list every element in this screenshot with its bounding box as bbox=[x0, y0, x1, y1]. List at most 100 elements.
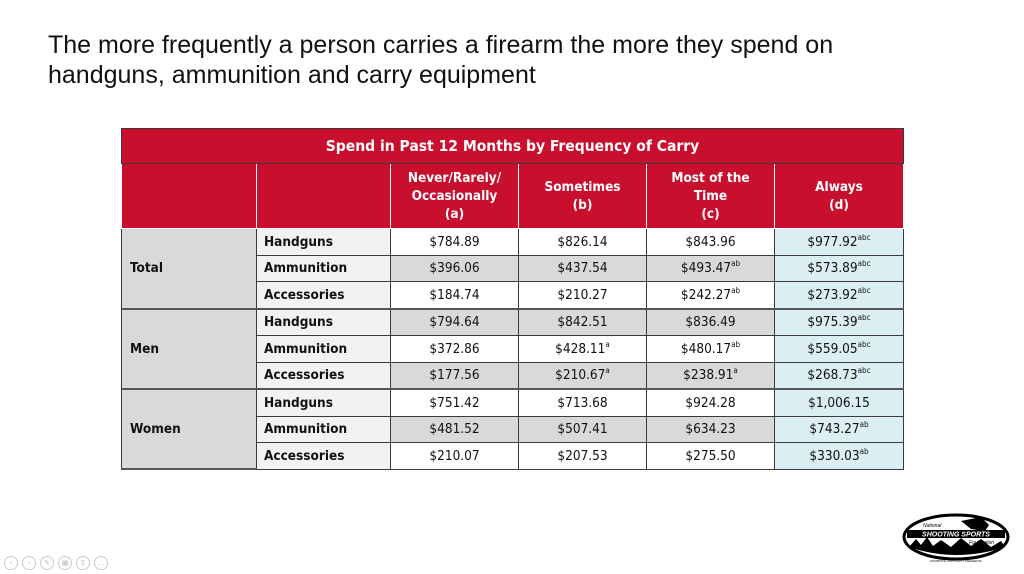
value: $977.92 bbox=[807, 233, 858, 250]
column-header-line: Most of the bbox=[671, 170, 750, 186]
value: $273.92 bbox=[807, 286, 858, 303]
row-label: Accessories bbox=[256, 361, 391, 390]
table-caption: Spend in Past 12 Months by Frequency of … bbox=[121, 128, 904, 164]
value-cell: $977.92abc bbox=[774, 228, 904, 256]
value: $437.54 bbox=[557, 260, 608, 277]
value: $210.67 bbox=[555, 367, 606, 384]
value-cell: $428.11a bbox=[518, 335, 647, 363]
column-header-line: (c) bbox=[701, 206, 720, 222]
value-cell: $437.54 bbox=[518, 254, 647, 282]
value: $826.14 bbox=[557, 233, 608, 250]
zoom-icon[interactable]: ⚲ bbox=[76, 556, 90, 570]
column-header-line: (b) bbox=[572, 197, 593, 213]
significance-marker: ab bbox=[859, 446, 869, 456]
value-cell: $481.52 bbox=[390, 415, 519, 443]
value: $507.41 bbox=[557, 421, 608, 438]
empty-header bbox=[256, 163, 391, 229]
group-label: Men bbox=[121, 308, 257, 390]
value: $842.51 bbox=[557, 314, 608, 331]
significance-marker: abc bbox=[857, 313, 871, 323]
value-cell: $1,006.15 bbox=[774, 388, 904, 417]
svg-text:National: National bbox=[923, 523, 942, 529]
value: $275.50 bbox=[685, 447, 736, 464]
significance-marker: abc bbox=[857, 232, 871, 242]
value: $481.52 bbox=[429, 421, 480, 438]
value: $177.56 bbox=[429, 367, 480, 384]
value-cell: $177.56 bbox=[390, 361, 519, 390]
value-cell: $507.41 bbox=[518, 415, 647, 443]
row-label: Ammunition bbox=[256, 335, 391, 363]
value-cell: $559.05abc bbox=[774, 335, 904, 363]
more-icon[interactable]: … bbox=[94, 556, 108, 570]
value: $493.47 bbox=[680, 260, 732, 277]
value: $975.39 bbox=[807, 314, 858, 331]
column-header: Sometimes (b) bbox=[518, 163, 647, 229]
value: $751.42 bbox=[429, 394, 480, 411]
empty-header bbox=[121, 163, 257, 229]
column-header-line: Sometimes bbox=[544, 179, 621, 195]
value: $573.89 bbox=[807, 260, 858, 277]
value: $330.03 bbox=[809, 447, 860, 464]
value-cell: $184.74 bbox=[390, 281, 519, 310]
value-cell: $843.96 bbox=[646, 228, 775, 256]
significance-marker: a bbox=[733, 366, 738, 376]
value: $242.27 bbox=[680, 286, 732, 303]
significance-marker: ab bbox=[859, 420, 869, 430]
pen-icon[interactable]: ✎ bbox=[40, 556, 54, 570]
value-cell: $751.42 bbox=[390, 388, 519, 417]
column-header-line: Time bbox=[693, 188, 728, 204]
value-cell: $372.86 bbox=[390, 335, 519, 363]
value: $713.68 bbox=[557, 394, 608, 411]
row-label: Handguns bbox=[256, 388, 391, 417]
column-header: Always (d) bbox=[774, 163, 904, 229]
value-cell: $975.39abc bbox=[774, 308, 904, 336]
value-cell: $826.14 bbox=[518, 228, 647, 256]
value: $207.53 bbox=[557, 447, 608, 464]
table-row: Accessories $177.56 $210.67a $238.91a $268.7… bbox=[122, 361, 904, 390]
value: $210.07 bbox=[429, 447, 480, 464]
previous-icon[interactable]: ‹ bbox=[4, 556, 18, 570]
value: $794.64 bbox=[429, 314, 480, 331]
value: $743.27 bbox=[809, 421, 860, 438]
value-cell: $238.91a bbox=[646, 361, 775, 390]
value-cell: $493.47ab bbox=[646, 254, 775, 282]
value-cell: $784.89 bbox=[390, 228, 519, 256]
group-label: Women bbox=[121, 388, 257, 470]
column-header-line: (a) bbox=[444, 206, 465, 222]
value: $268.73 bbox=[807, 367, 858, 384]
value: $238.91 bbox=[683, 367, 734, 384]
value: $634.23 bbox=[685, 421, 736, 438]
value-cell: $273.92abc bbox=[774, 281, 904, 310]
table-row: Women Handguns $751.42 $713.68 $924.28 $1,006… bbox=[121, 388, 904, 470]
row-label: Accessories bbox=[256, 442, 391, 470]
column-header-line: (d) bbox=[829, 197, 849, 213]
value: $210.27 bbox=[557, 286, 608, 303]
value-cell: $836.49 bbox=[646, 308, 775, 336]
slides-icon[interactable]: ▦ bbox=[58, 556, 72, 570]
value-cell: $207.53 bbox=[518, 442, 647, 470]
significance-marker: abc bbox=[857, 366, 871, 376]
table-row: Ammunition $372.86 $428.11a $480.17ab $559.0… bbox=[122, 335, 904, 363]
value: $784.89 bbox=[429, 233, 480, 250]
row-label: Handguns bbox=[256, 228, 391, 256]
value-cell: $210.67a bbox=[518, 361, 647, 390]
table-row: Total Handguns $784.89 $826.14 $843.96 $977.9… bbox=[121, 228, 904, 310]
row-label: Accessories bbox=[256, 281, 391, 310]
value-cell: $268.73abc bbox=[774, 361, 904, 390]
svg-text:PROMOTE • PROTECT • PRESERVE: PROMOTE • PROTECT • PRESERVE bbox=[930, 559, 981, 563]
column-header-line: Always bbox=[815, 179, 863, 195]
value: $480.17 bbox=[680, 340, 732, 357]
value-cell: $210.27 bbox=[518, 281, 647, 310]
value-cell: $275.50 bbox=[646, 442, 775, 470]
table-row: Ammunition $396.06 $437.54 $493.47ab $573.89… bbox=[122, 254, 904, 282]
value-cell: $210.07 bbox=[390, 442, 519, 470]
value-cell: $794.64 bbox=[390, 308, 519, 336]
nssf-logo: SHOOTING SPORTS National Foundation PROM… bbox=[902, 513, 1010, 563]
significance-marker: abc bbox=[857, 259, 871, 269]
row-label: Handguns bbox=[256, 308, 391, 336]
next-icon[interactable]: › bbox=[22, 556, 36, 570]
significance-marker: a bbox=[605, 366, 610, 376]
column-header-line: Never/Rarely/ bbox=[407, 170, 502, 186]
value-cell: $573.89abc bbox=[774, 254, 904, 282]
value: $559.05 bbox=[807, 340, 858, 357]
